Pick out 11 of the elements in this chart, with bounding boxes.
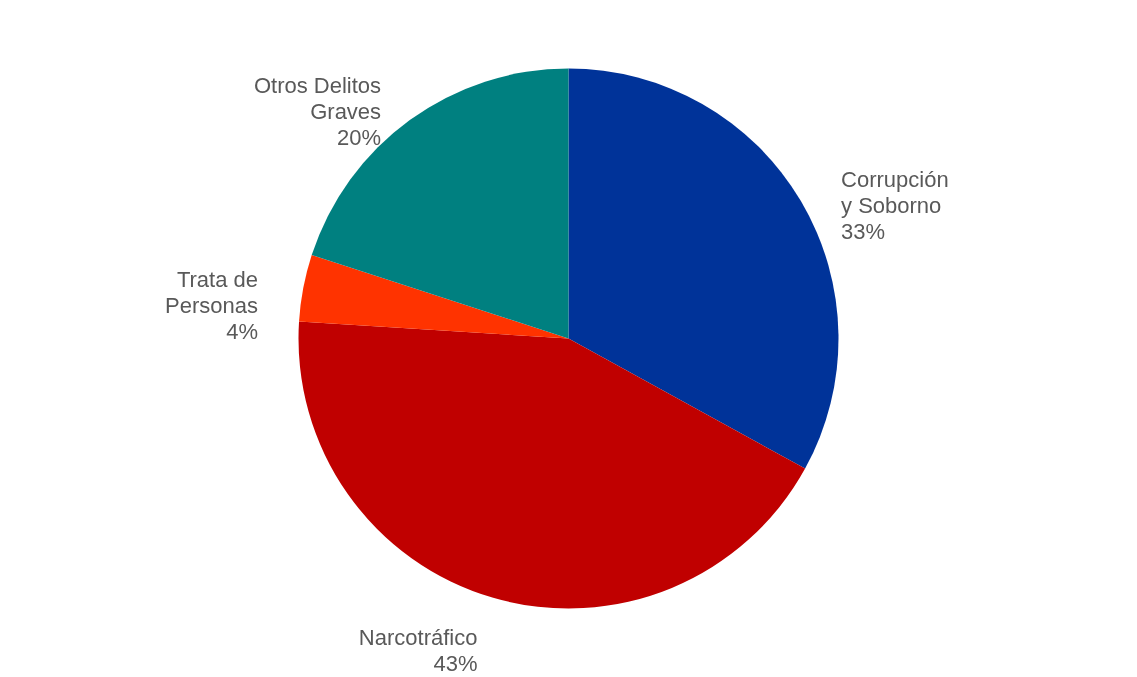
- slice-label: Trata de Personas: [165, 267, 259, 319]
- data-label: 4%: [226, 319, 259, 345]
- slice-label: Otros Delitos Graves: [253, 73, 382, 125]
- slice-label: Narcotráfico: [358, 625, 478, 651]
- slice-label: Corrupción y Soborno: [841, 166, 949, 218]
- data-label: 33%: [841, 218, 886, 244]
- pie-slice: [311, 68, 569, 339]
- data-label: 43%: [433, 651, 478, 677]
- pie-slice: [299, 321, 806, 609]
- data-label: 20%: [337, 125, 382, 151]
- pie-slice: [568, 68, 839, 469]
